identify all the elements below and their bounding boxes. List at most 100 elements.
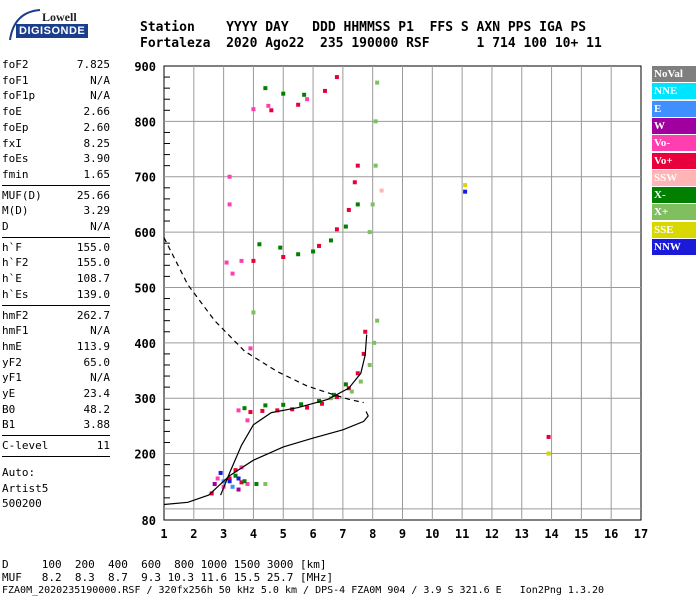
echo-point-x- [367, 362, 372, 367]
x-tick-label: 12 [485, 527, 499, 541]
echo-point-vo- [363, 329, 368, 334]
x-tick-label: 16 [604, 527, 618, 541]
logo-lowell-text: Lowell [42, 10, 77, 24]
profile-curve-2 [163, 237, 364, 404]
param-name: B1 [2, 418, 16, 432]
echo-point-x- [251, 310, 256, 315]
echo-point-x- [317, 398, 322, 403]
param-row: foE 2.66 [2, 105, 110, 119]
param-value: 3.90 [83, 152, 111, 166]
x-tick-label: 15 [574, 527, 588, 541]
x-tick-label: 14 [544, 527, 558, 541]
param-row: B0 48.2 [2, 403, 110, 417]
logo-arc-icon [9, 9, 41, 41]
echo-point-vo- [224, 260, 229, 265]
separator-line [2, 304, 110, 306]
autoscaling-text: 500200 [2, 497, 42, 511]
echo-point-sse [546, 451, 551, 456]
echo-point-vo- [227, 174, 232, 179]
echo-point-x- [281, 91, 286, 96]
echo-point-x- [263, 403, 268, 408]
param-row: foF1 N/A [2, 74, 110, 88]
param-value: N/A [90, 73, 110, 87]
echo-point-vo- [296, 102, 301, 107]
echo-point-vo- [230, 271, 235, 276]
param-name: h`Es [2, 287, 29, 301]
param-row: hmF2 262.7 [2, 309, 110, 323]
param-value: 8.25 [83, 136, 111, 150]
param-name: MUF(D) [2, 188, 42, 202]
echo-point-x- [257, 242, 262, 247]
echo-point-x- [367, 230, 372, 235]
echo-point-ssw [379, 188, 384, 193]
echo-point-vo- [546, 434, 551, 439]
param-value: 1.65 [83, 167, 111, 181]
echo-point-vo- [215, 476, 220, 481]
param-row: B1 3.88 [2, 418, 110, 432]
echo-point-x- [373, 163, 378, 168]
muf-row: MUF 8.2 8.3 8.7 9.3 10.3 11.6 15.5 25.7 … [2, 571, 334, 584]
echo-point-vo- [233, 468, 238, 473]
echo-point-vo- [251, 107, 256, 112]
param-value: 11 [96, 439, 110, 453]
echo-point-x- [370, 202, 375, 207]
y-tick-label: 600 [134, 226, 156, 240]
echo-point-sse [463, 183, 468, 188]
echo-point-x- [299, 402, 304, 407]
param-row: foEs 3.90 [2, 152, 110, 166]
param-name: D [2, 220, 9, 233]
param-row: fxI 8.25 [2, 137, 110, 151]
legend-item-sse: SSE [652, 221, 696, 238]
param-row: M(D) 3.29 [2, 204, 110, 218]
echo-point-x- [373, 119, 378, 124]
param-value: 65.0 [83, 355, 111, 369]
param-value: 108.7 [76, 272, 110, 286]
param-row: h`F 155.0 [2, 241, 110, 255]
param-name: B0 [2, 402, 16, 416]
x-tick-label: 9 [399, 527, 406, 541]
legend-item-ssw: SSW [652, 169, 696, 186]
echo-point-x- [233, 473, 238, 478]
echo-point-x- [355, 202, 360, 207]
x-tick-label: 7 [339, 527, 346, 541]
echo-point-vo- [248, 346, 253, 351]
param-value: 262.7 [76, 308, 110, 322]
param-row: yE 23.4 [2, 387, 110, 401]
legend-item-nnw: NNW [652, 239, 696, 255]
echo-point-vo- [317, 243, 322, 248]
param-value: N/A [90, 220, 110, 233]
param-value: N/A [90, 89, 110, 103]
echo-point-vo- [346, 207, 351, 212]
param-name: hmF1 [2, 324, 29, 338]
profile-curve-1 [220, 334, 368, 496]
param-row: MUF(D) 25.66 [2, 189, 110, 203]
echo-point-vo- [275, 408, 280, 413]
y-tick-label: 700 [134, 171, 156, 185]
echo-point-x- [375, 80, 380, 85]
echo-point-x- [278, 245, 283, 250]
param-value: 3.29 [83, 204, 111, 218]
logo-digisonde-text: DIGISONDE [16, 24, 89, 38]
param-name: fmin [2, 167, 29, 181]
echo-point-vo- [260, 408, 265, 413]
echo-point-vo- [227, 202, 232, 207]
echo-point-vo- [334, 395, 339, 400]
param-value: N/A [90, 324, 110, 338]
autoscaling-text: Artist5 [2, 481, 49, 495]
legend-item-x-: X- [652, 187, 696, 204]
x-tick-label: 3 [220, 527, 227, 541]
param-name: foF1 [2, 73, 29, 87]
legend-item-x-: X+ [652, 204, 696, 221]
x-tick-label: 6 [309, 527, 316, 541]
echo-point-x- [296, 252, 301, 257]
param-row: C-level 11 [2, 439, 110, 453]
param-row: foEp 2.60 [2, 121, 110, 135]
param-value: 155.0 [76, 256, 110, 270]
param-value: 113.9 [76, 339, 110, 353]
x-tick-label: 4 [250, 527, 257, 541]
echo-point-vo- [227, 476, 232, 481]
legend-item-w: W [652, 117, 696, 134]
legend-item-vo-: Vo- [652, 135, 696, 152]
y-tick-label: 80 [142, 514, 156, 528]
param-name: foE [2, 105, 22, 119]
